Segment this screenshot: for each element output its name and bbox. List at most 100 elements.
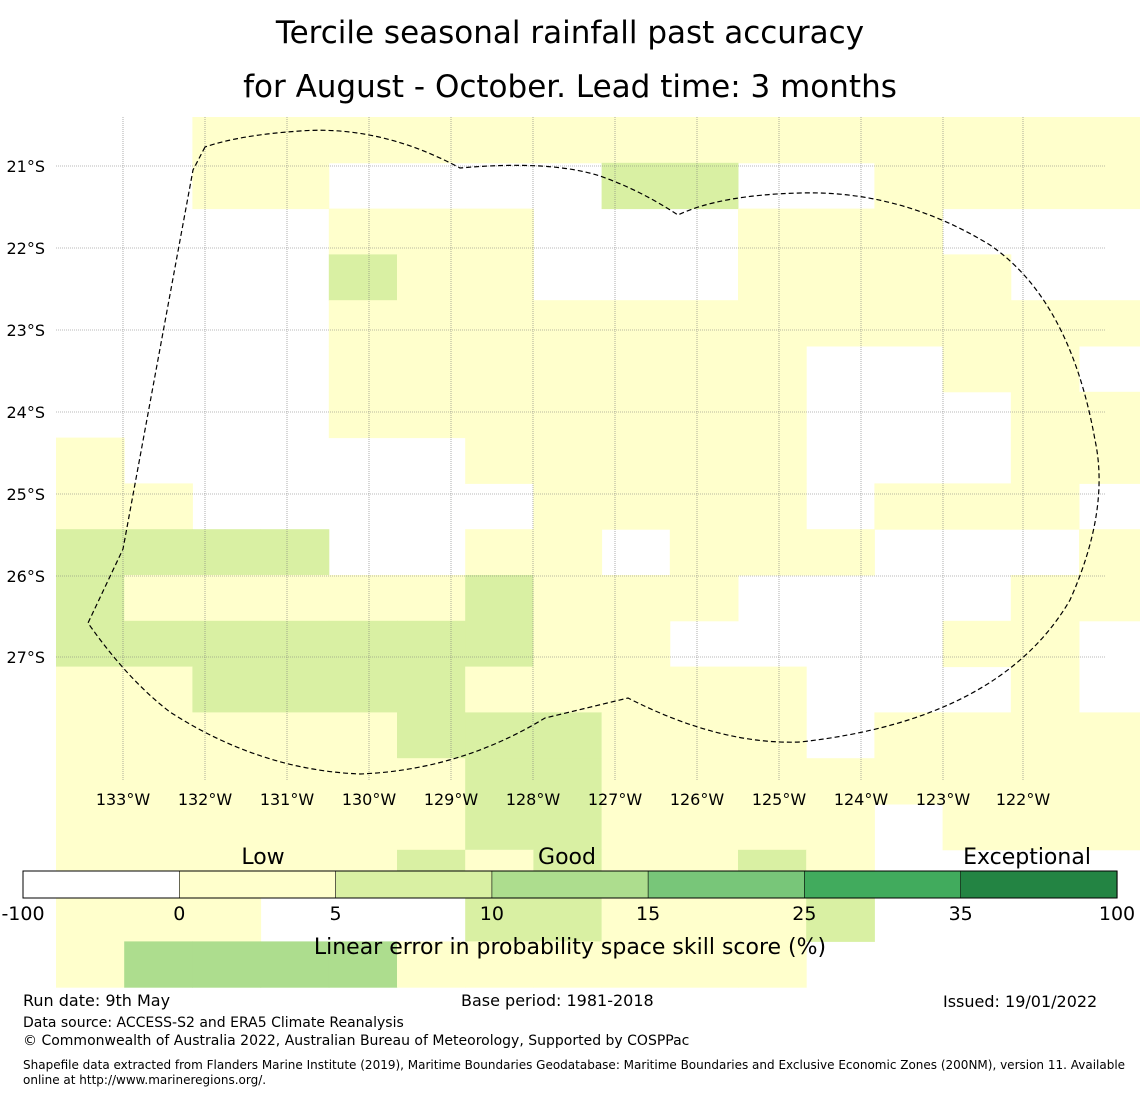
skill-cell	[806, 804, 875, 851]
skill-cell	[465, 941, 534, 988]
skill-cell	[533, 437, 603, 484]
skill-cell	[192, 162, 262, 210]
skill-cell	[192, 620, 262, 668]
skill-cell	[738, 529, 807, 576]
skill-cell	[942, 758, 1012, 805]
skill-cell	[192, 804, 262, 851]
skill-cell	[56, 437, 125, 484]
colorbar-tick-label: 15	[636, 903, 660, 925]
skill-cell	[601, 666, 671, 713]
skill-cell	[669, 529, 739, 576]
skill-cell	[1010, 804, 1080, 851]
skill-cell	[874, 483, 944, 530]
skill-cell	[260, 804, 330, 851]
skill-cell	[328, 117, 398, 164]
colorbar-tick-label: 0	[173, 903, 185, 925]
skill-cell	[738, 804, 807, 851]
colorbar-swatch	[647, 870, 805, 899]
colorbar-swatch	[335, 870, 493, 899]
skill-cell	[124, 941, 193, 988]
colorbar-swatch	[804, 870, 962, 899]
graticule	[56, 117, 1106, 781]
skill-cell	[942, 346, 1012, 393]
skill-cell	[533, 758, 603, 805]
skill-cell	[124, 804, 193, 851]
skill-cell	[738, 895, 807, 942]
latitude-label: 27°S	[6, 648, 45, 667]
skill-cell	[465, 666, 534, 713]
skill-cell	[260, 666, 330, 713]
base-period: Base period: 1981-2018	[461, 991, 654, 1010]
skill-cell	[1010, 712, 1080, 759]
skill-cell	[533, 712, 603, 759]
skill-grid-cells	[56, 117, 1140, 988]
skill-cell	[1079, 117, 1140, 164]
skill-cell	[874, 117, 944, 164]
skill-cell	[56, 575, 125, 622]
longitude-label: 128°W	[506, 790, 561, 809]
skill-cell	[738, 758, 807, 805]
skill-cell	[669, 575, 739, 622]
copyright: © Commonwealth of Australia 2022, Austra…	[23, 1033, 690, 1049]
skill-cell	[1010, 620, 1080, 668]
skill-cell	[1010, 117, 1080, 164]
skill-cell	[397, 254, 466, 301]
skill-cell	[328, 391, 398, 439]
colorbar-legend: Low Good Exceptional -100 0 5 10 15 25 35 100 L…	[1, 845, 1135, 960]
longitude-label: 122°W	[996, 790, 1051, 809]
skill-cell	[1079, 162, 1140, 210]
skill-cell	[738, 117, 807, 164]
skill-cell	[56, 804, 125, 851]
skill-cell	[738, 483, 807, 530]
skill-cell	[124, 666, 193, 713]
skill-cell	[192, 941, 262, 988]
skill-cell	[533, 575, 603, 622]
skill-cell	[1079, 437, 1140, 484]
map-title: Tercile seasonal rainfall past accuracy …	[0, 6, 1140, 114]
latitude-label: 21°S	[6, 157, 45, 176]
skill-cell	[465, 117, 534, 164]
skill-cell	[601, 575, 671, 622]
skill-cell	[1079, 804, 1140, 851]
skill-cell	[397, 117, 466, 164]
skill-cell	[669, 941, 739, 988]
skill-cell	[601, 895, 671, 942]
skill-cell	[1079, 391, 1140, 439]
skill-cell	[397, 300, 466, 347]
title-line-2: for August - October. Lead time: 3 month…	[243, 69, 897, 105]
longitude-label: 131°W	[260, 790, 315, 809]
skill-cell	[601, 620, 671, 668]
skill-cell	[124, 620, 193, 668]
colorbar-swatches	[22, 870, 1118, 899]
skill-cell	[192, 117, 262, 164]
skill-cell	[669, 483, 739, 530]
skill-cell	[738, 941, 807, 988]
skill-cell	[56, 483, 125, 530]
skill-cell	[738, 346, 807, 393]
skill-cell	[328, 758, 398, 805]
skill-cell	[533, 895, 603, 942]
skill-cell	[465, 529, 534, 576]
skill-cell	[328, 712, 398, 759]
skill-cell	[397, 666, 466, 713]
data-source: Data source: ACCESS-S2 and ERA5 Climate …	[23, 1015, 404, 1031]
skill-cell	[1079, 529, 1140, 576]
skill-cell	[465, 346, 534, 393]
skill-cell	[465, 208, 534, 255]
skill-cell	[124, 575, 193, 622]
skill-cell	[465, 620, 534, 668]
skill-cell	[601, 162, 671, 210]
skill-cell	[669, 712, 739, 759]
skill-cell	[124, 529, 193, 576]
skill-cell	[465, 300, 534, 347]
skill-cell	[1079, 300, 1140, 347]
skill-cell	[669, 346, 739, 393]
skill-cell	[1079, 758, 1140, 805]
skill-cell	[397, 712, 466, 759]
longitude-label: 123°W	[916, 790, 971, 809]
colorbar-frame	[22, 870, 1118, 899]
skill-cell	[533, 346, 603, 393]
longitude-label: 129°W	[424, 790, 479, 809]
colorbar-tick-label: 10	[480, 903, 504, 925]
skill-cell	[738, 712, 807, 759]
